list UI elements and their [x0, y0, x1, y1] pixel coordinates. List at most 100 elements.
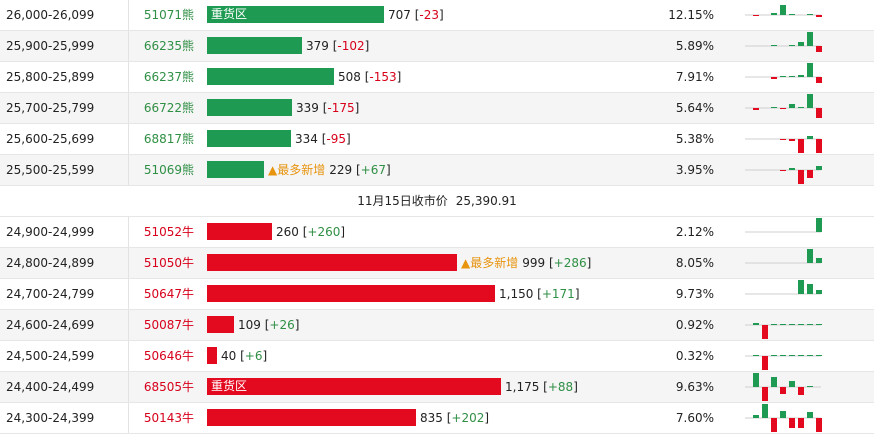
table-row[interactable]: 25,700-25,799 66722熊 339 [-175] 5.64%	[0, 93, 874, 124]
table-row[interactable]: 25,800-25,899 66237熊 508 [-153] 7.91%	[0, 62, 874, 93]
oi-percentage: 5.89%	[675, 39, 714, 53]
sparkline-bar	[807, 355, 813, 356]
sparkline-bar	[780, 76, 786, 77]
cbbc-code-link[interactable]: 51050牛	[128, 248, 206, 278]
sparkline-svg	[745, 63, 822, 83]
close-price-value: 25,390.91	[455, 194, 517, 208]
oi-bar-cell: ▲最多新增 229 [+67]	[207, 155, 657, 185]
table-row[interactable]: 24,700-24,799 50647牛 1,150 [+171] 9.73%	[0, 279, 874, 310]
cbbc-code-link[interactable]: 66237熊	[128, 62, 206, 92]
oi-percentage: 9.63%	[675, 380, 714, 394]
oi-change: +6	[244, 349, 263, 363]
sparkline-bar	[807, 94, 813, 108]
sparkline-bar	[816, 166, 822, 170]
cbbc-code-link[interactable]: 66722熊	[128, 93, 206, 123]
oi-bar-cell: 40 [+6]	[207, 341, 657, 371]
sparkline-bar	[816, 290, 822, 294]
cbbc-code-link[interactable]: 50646牛	[128, 341, 206, 371]
sparkline-bar	[807, 14, 813, 15]
sparkline-bar	[771, 355, 777, 356]
sparkline-bar	[771, 324, 777, 325]
bear-rows: 26,000-26,099 51071熊 重货区 707 [-23] 12.15% 25,…	[0, 0, 874, 186]
sparkline-bar	[798, 139, 804, 153]
sparkline-bar	[798, 42, 804, 46]
table-row[interactable]: 25,600-25,699 68817熊 334 [-95] 5.38%	[0, 124, 874, 155]
table-row[interactable]: 24,400-24,499 68505牛 重货区 1,175 [+88] 9.63%	[0, 372, 874, 403]
oi-value: 835 [+202]	[420, 411, 490, 425]
oi-change: -102	[337, 39, 365, 53]
sparkline-bar	[798, 280, 804, 294]
sparkline-bar	[789, 139, 795, 141]
sparkline-bar	[753, 323, 759, 325]
cbbc-code-link[interactable]: 50647牛	[128, 279, 206, 309]
trend-sparkline	[745, 93, 825, 123]
table-row[interactable]: 24,600-24,699 50087牛 109 [+26] 0.92%	[0, 310, 874, 341]
bull-rows: 24,900-24,999 51052牛 260 [+260] 2.12% 24,800…	[0, 217, 874, 434]
oi-change: +26	[269, 318, 295, 332]
oi-bar-cell: 重货区 707 [-23]	[207, 0, 657, 30]
oi-value: 508 [-153]	[338, 70, 402, 84]
cbbc-code-link[interactable]: 68817熊	[128, 124, 206, 154]
sparkline-bar	[798, 170, 804, 184]
sparkline-bar	[816, 15, 822, 17]
sparkline-bar	[798, 107, 804, 108]
sparkline-bar	[798, 418, 804, 428]
oi-percentage: 12.15%	[668, 8, 714, 22]
oi-count: 339	[296, 101, 319, 115]
cbbc-code-link[interactable]: 50143牛	[128, 403, 206, 433]
oi-percentage: 5.64%	[675, 101, 714, 115]
oi-count: 835	[420, 411, 443, 425]
table-row[interactable]: 24,900-24,999 51052牛 260 [+260] 2.12%	[0, 217, 874, 248]
table-row[interactable]: 24,300-24,399 50143牛 835 [+202] 7.60%	[0, 403, 874, 434]
sparkline-bar	[753, 373, 759, 387]
sparkline-bar	[816, 418, 822, 432]
strike-range: 25,700-25,799	[6, 101, 95, 115]
oi-bar	[207, 99, 292, 116]
table-row[interactable]: 24,800-24,899 51050牛 ▲最多新增 999 [+286] 8.05%	[0, 248, 874, 279]
strike-range: 26,000-26,099	[6, 8, 95, 22]
oi-percentage: 2.12%	[675, 225, 714, 239]
cbbc-code-link[interactable]: 51071熊	[128, 0, 206, 30]
trend-sparkline	[745, 124, 825, 154]
oi-change: -95	[326, 132, 347, 146]
sparkline-bar	[807, 136, 813, 139]
heavy-zone-label: 重货区	[211, 379, 248, 393]
table-row[interactable]: 24,500-24,599 50646牛 40 [+6] 0.32%	[0, 341, 874, 372]
sparkline-bar	[762, 356, 768, 370]
sparkline-bar	[780, 139, 786, 140]
cbbc-code-link[interactable]: 51069熊	[128, 155, 206, 185]
cbbc-code-link[interactable]: 66235熊	[128, 31, 206, 61]
trend-sparkline	[745, 217, 825, 247]
table-row[interactable]: 25,500-25,599 51069熊 ▲最多新增 229 [+67] 3.95%	[0, 155, 874, 186]
oi-bar-cell: 508 [-153]	[207, 62, 657, 92]
sparkline-svg	[745, 280, 822, 295]
sparkline-svg	[745, 404, 822, 432]
sparkline-svg	[745, 218, 822, 233]
cbbc-code-link[interactable]: 50087牛	[128, 310, 206, 340]
sparkline-bar	[771, 377, 777, 387]
oi-count: 40	[221, 349, 237, 363]
oi-bar	[207, 68, 334, 85]
oi-bar-cell: 339 [-175]	[207, 93, 657, 123]
trend-sparkline	[745, 279, 825, 309]
table-row[interactable]: 26,000-26,099 51071熊 重货区 707 [-23] 12.15%	[0, 0, 874, 31]
strike-range: 24,700-24,799	[6, 287, 95, 301]
oi-percentage: 0.92%	[675, 318, 714, 332]
oi-percentage: 5.38%	[675, 132, 714, 146]
oi-bar-cell: 334 [-95]	[207, 124, 657, 154]
table-row[interactable]: 25,900-25,999 66235熊 379 [-102] 5.89%	[0, 31, 874, 62]
cbbc-code-link[interactable]: 51052牛	[128, 217, 206, 247]
oi-change: -23	[419, 8, 440, 22]
sparkline-bar	[816, 77, 822, 83]
oi-percentage: 8.05%	[675, 256, 714, 270]
oi-bar: 重货区	[207, 6, 384, 23]
oi-percentage: 0.32%	[675, 349, 714, 363]
sparkline-svg	[745, 136, 822, 153]
oi-bar-cell: ▲最多新增 999 [+286]	[207, 248, 657, 278]
sparkline-svg	[745, 94, 822, 118]
sparkline-bar	[762, 325, 768, 339]
sparkline-bar	[762, 387, 768, 401]
most-added-tag: ▲最多新增	[268, 163, 326, 177]
cbbc-code-link[interactable]: 68505牛	[128, 372, 206, 402]
sparkline-bar	[780, 108, 786, 109]
